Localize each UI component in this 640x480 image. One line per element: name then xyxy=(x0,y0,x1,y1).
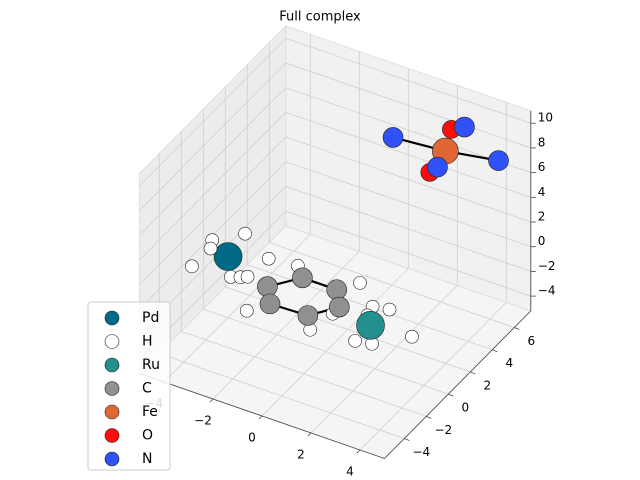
y-tick-label: 0 xyxy=(461,401,469,415)
tick-mark xyxy=(514,327,520,330)
z-tick-label: 8 xyxy=(538,135,546,149)
legend-label: N xyxy=(142,451,152,467)
atom xyxy=(257,276,278,297)
x-tick-label: 2 xyxy=(297,448,305,462)
atom xyxy=(259,293,281,315)
atom xyxy=(356,311,385,340)
legend-label: O xyxy=(142,428,153,444)
z-tick-label: 2 xyxy=(538,210,546,224)
grid-line xyxy=(203,308,449,395)
axis-line xyxy=(139,373,385,459)
grid-line xyxy=(139,62,287,211)
tick-mark xyxy=(470,371,476,375)
grid-line xyxy=(285,161,531,248)
atom xyxy=(185,259,199,274)
grid-line xyxy=(285,136,531,223)
legend-marker xyxy=(104,381,120,396)
x-tick-label: 4 xyxy=(346,465,354,479)
atom xyxy=(328,296,350,318)
grid-line xyxy=(269,242,515,328)
legend-marker xyxy=(104,451,120,467)
tick-mark xyxy=(356,449,361,454)
grid-line xyxy=(181,330,427,417)
grid-line xyxy=(359,302,507,451)
atom xyxy=(297,305,319,326)
grid-line xyxy=(139,136,287,285)
tick-mark xyxy=(404,438,410,441)
y-tick-label: 6 xyxy=(527,334,535,348)
legend-marker xyxy=(104,404,120,420)
legend-label: Ru xyxy=(142,357,160,373)
legend: Pd H Ru C Fe ON xyxy=(87,301,171,471)
y-tick-label: 2 xyxy=(483,378,491,392)
atom xyxy=(382,127,404,148)
atom xyxy=(238,226,252,241)
atoms xyxy=(185,116,509,351)
z-tick-label: −4 xyxy=(538,284,556,298)
z-tick-label: 4 xyxy=(538,185,546,199)
grid-line xyxy=(285,37,531,124)
legend-label: C xyxy=(142,381,152,397)
atom xyxy=(405,329,419,344)
z-tick-label: −2 xyxy=(538,259,556,273)
legend-label: H xyxy=(142,334,153,350)
legend-label: Fe xyxy=(142,404,158,420)
z-tick-label: 0 xyxy=(538,234,546,248)
legend-marker xyxy=(104,357,120,373)
atom xyxy=(203,241,218,256)
legend-marker xyxy=(104,310,120,326)
atom xyxy=(353,276,367,290)
grid-line xyxy=(212,251,360,400)
tick-mark xyxy=(426,415,432,419)
y-tick-label: 4 xyxy=(505,356,513,370)
z-tick-label: 6 xyxy=(538,160,546,174)
grid-line xyxy=(285,210,531,297)
atom xyxy=(292,267,313,289)
tick-mark xyxy=(492,349,498,353)
y-tick-label: −4 xyxy=(412,445,430,459)
tick-mark xyxy=(307,432,312,437)
z-tick-label: 10 xyxy=(538,111,553,125)
atom xyxy=(213,242,243,271)
atom xyxy=(261,251,276,266)
grid-line xyxy=(159,353,405,439)
grid xyxy=(139,34,531,451)
x-tick-label: 0 xyxy=(248,431,256,445)
atom xyxy=(240,269,255,284)
legend-box xyxy=(87,301,171,471)
grid-line xyxy=(261,268,409,417)
grid-line xyxy=(285,62,531,149)
grid-line xyxy=(139,112,287,261)
atom xyxy=(326,279,348,301)
x-tick-label: −2 xyxy=(194,414,212,428)
atom xyxy=(382,302,397,317)
legend-marker xyxy=(104,428,120,443)
grid-line xyxy=(285,186,531,272)
atom xyxy=(239,303,254,318)
atom xyxy=(488,150,509,171)
atom xyxy=(427,156,448,178)
grid-line xyxy=(163,234,311,383)
legend-marker xyxy=(104,334,120,349)
tick-mark xyxy=(448,393,454,397)
tick-mark xyxy=(258,415,263,420)
atom xyxy=(454,116,475,138)
y-tick-label: −2 xyxy=(434,423,452,437)
grid-line xyxy=(310,285,458,434)
legend-label: Pd xyxy=(142,310,159,326)
grid-line xyxy=(139,87,287,236)
chart-title: Full complex xyxy=(279,10,361,25)
axis-line xyxy=(384,310,532,459)
grid-line xyxy=(285,111,531,198)
tick-mark xyxy=(209,398,214,403)
grid-line xyxy=(139,37,287,187)
atom xyxy=(348,334,362,348)
